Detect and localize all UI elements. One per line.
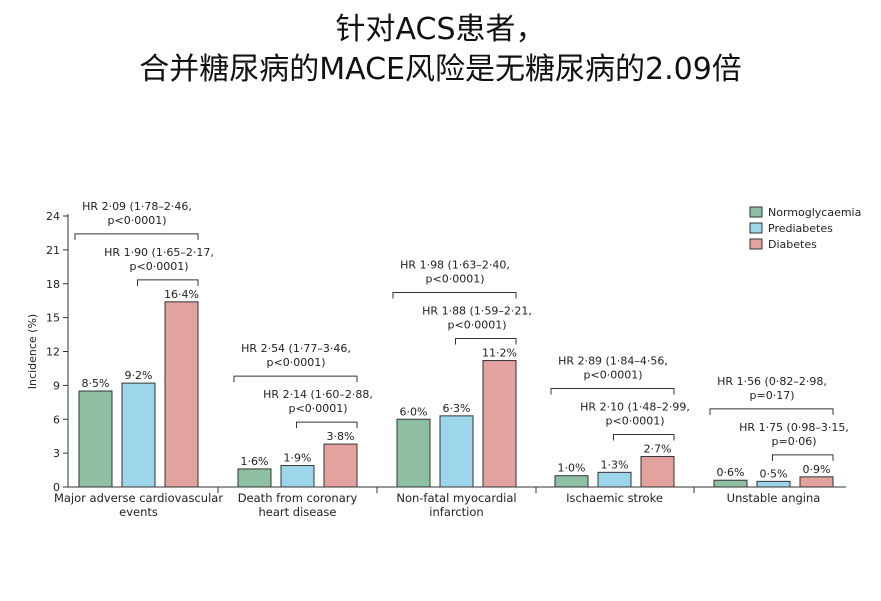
- bar-value-label: 3·8%: [327, 430, 355, 443]
- comparison-bracket: [709, 408, 834, 415]
- category-label: infarction: [429, 505, 483, 519]
- legend-swatch: [749, 222, 763, 234]
- comparison-bracket: [455, 338, 517, 345]
- y-tick-label: 15: [46, 312, 60, 325]
- category-label: Unstable angina: [727, 491, 821, 505]
- hr-annotation: p=0·06): [772, 435, 817, 448]
- hr-annotation: p<0·0001): [606, 415, 665, 428]
- bar: [799, 476, 834, 488]
- comparison-bracket: [296, 421, 358, 429]
- y-tick-label: 3: [53, 447, 60, 460]
- category-label: Ischaemic stroke: [566, 491, 663, 505]
- bar-value-label: 0·5%: [760, 467, 788, 480]
- bar: [396, 418, 431, 488]
- y-tick-label: 12: [46, 346, 60, 359]
- hr-annotation: HR 1·98 (1·63–2·40,: [400, 259, 510, 272]
- comparison-bracket: [550, 388, 675, 395]
- y-tick-label: 21: [46, 244, 60, 257]
- comparison-bracket: [613, 434, 675, 441]
- bar: [78, 390, 113, 488]
- bar-value-label: 9·2%: [125, 369, 153, 382]
- bar-value-label: 1·0%: [558, 462, 586, 475]
- hr-annotation: p<0·0001): [130, 260, 189, 273]
- bar-value-label: 0·9%: [803, 463, 831, 476]
- y-axis-title: Incidence (%): [26, 314, 39, 389]
- bar-value-label: 11·2%: [482, 347, 517, 360]
- bar: [713, 479, 748, 488]
- bar-value-label: 16·4%: [164, 288, 199, 301]
- bar-value-label: 0·6%: [717, 466, 745, 479]
- bar: [121, 382, 156, 488]
- bar-value-label: 6·0%: [400, 405, 428, 418]
- hr-annotation: p<0·0001): [426, 273, 485, 286]
- hr-annotation: p<0·0001): [448, 319, 507, 332]
- bar: [280, 465, 315, 488]
- hr-annotation: p=0·17): [750, 389, 795, 402]
- y-tick-label: 18: [46, 278, 60, 291]
- bar-value-label: 6·3%: [443, 402, 471, 415]
- y-tick-label: 6: [53, 413, 60, 426]
- y-tick-label: 9: [53, 379, 60, 392]
- slide-title: 针对ACS患者， 合并糖尿病的MACE风险是无糖尿病的2.09倍: [0, 10, 881, 90]
- comparison-bracket: [392, 292, 517, 299]
- legend-label: Diabetes: [768, 238, 817, 251]
- bar-value-label: 1·3%: [601, 458, 629, 471]
- bar: [640, 456, 675, 488]
- hr-annotation: p<0·0001): [108, 214, 167, 227]
- bar: [439, 415, 474, 488]
- legend-label: Normoglycaemia: [768, 206, 861, 219]
- hr-annotation: HR 2·09 (1·78–2·46,: [82, 200, 192, 213]
- hr-annotation: p<0·0001): [289, 402, 348, 415]
- legend-swatch: [749, 206, 763, 218]
- bar: [482, 360, 517, 488]
- hr-annotation: p<0·0001): [584, 369, 643, 382]
- hr-annotation: HR 1·56 (0·82–2·98,: [717, 375, 827, 388]
- hr-annotation: HR 2·10 (1·48–2·99,: [580, 401, 690, 414]
- title-line-1: 针对ACS患者，: [335, 12, 546, 47]
- category-label: Non-fatal myocardial: [396, 491, 516, 505]
- comparison-bracket: [137, 279, 199, 286]
- bar: [323, 443, 358, 488]
- y-tick-label: 0: [53, 481, 60, 494]
- hr-annotation: HR 2·54 (1·77–3·46,: [241, 342, 351, 355]
- hr-annotation: HR 1·75 (0·98–3·15,: [739, 421, 849, 434]
- hr-annotation: p<0·0001): [267, 356, 326, 369]
- hr-annotation: HR 1·88 (1·59–2·21,: [422, 305, 532, 318]
- comparison-bracket: [74, 233, 199, 240]
- hr-annotation: HR 2·89 (1·84–4·56,: [558, 355, 668, 368]
- bar-value-label: 2·7%: [644, 443, 672, 456]
- bar-value-label: 1·6%: [241, 455, 269, 468]
- comparison-bracket: [233, 375, 358, 383]
- hr-annotation: HR 2·14 (1·60–2·88,: [263, 388, 373, 401]
- category-label: Death from coronary: [238, 491, 358, 505]
- hr-annotation: HR 1·90 (1·65–2·17,: [104, 246, 214, 259]
- bar-value-label: 8·5%: [82, 377, 110, 390]
- category-label: events: [119, 505, 158, 519]
- legend-label: Prediabetes: [768, 222, 833, 235]
- bar: [597, 471, 632, 488]
- bar-value-label: 1·9%: [284, 452, 312, 465]
- comparison-bracket: [772, 454, 834, 461]
- legend-swatch: [749, 238, 763, 250]
- title-line-2: 合并糖尿病的MACE风险是无糖尿病的2.09倍: [139, 52, 742, 87]
- bar: [164, 301, 199, 488]
- bar: [554, 475, 589, 488]
- y-tick-label: 24: [46, 210, 60, 223]
- bar: [237, 468, 272, 488]
- category-label: Major adverse cardiovascular: [54, 491, 223, 505]
- bar: [756, 480, 791, 488]
- category-label: heart disease: [259, 505, 337, 519]
